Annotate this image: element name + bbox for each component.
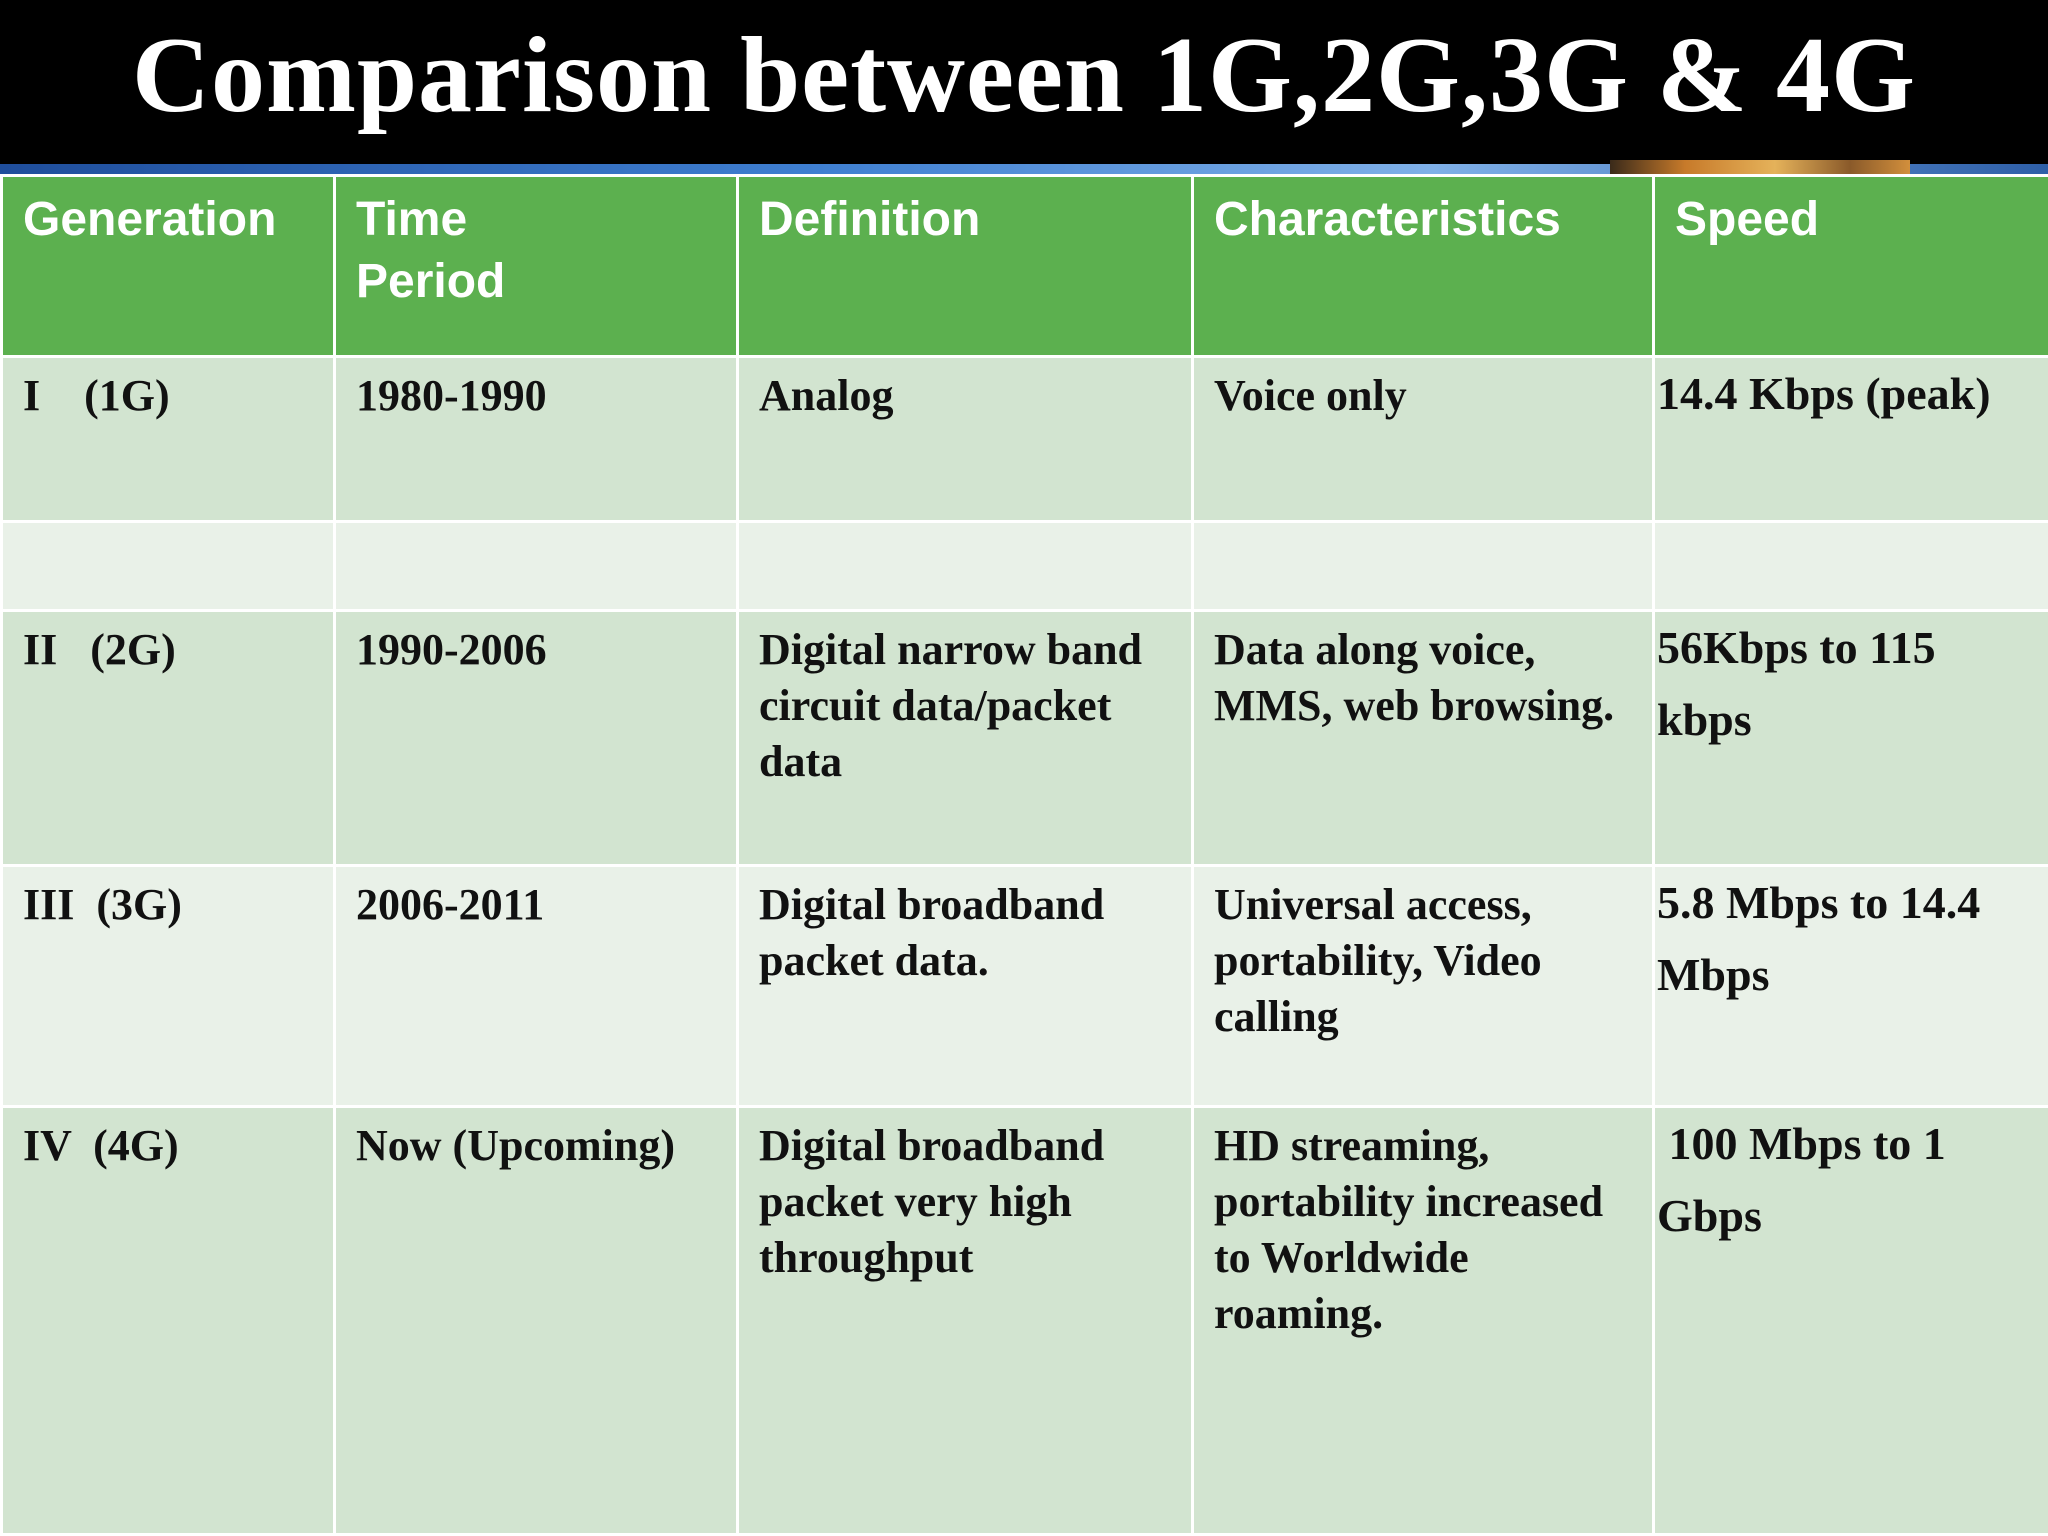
table-row: II (2G) 1990-2006 Digital narrow band ci… <box>3 612 2048 864</box>
cell-characteristics <box>1194 523 1652 609</box>
cell-characteristics: Universal access, portability, Video cal… <box>1194 867 1652 1105</box>
cell-time-period: 1990-2006 <box>336 612 736 864</box>
cell-generation: IV (4G) <box>3 1108 333 1533</box>
header-generation: Generation <box>3 177 333 355</box>
comparison-table: Generation Time Period Definition Charac… <box>0 174 2048 1536</box>
table-row: I (1G) 1980-1990 Analog Voice only 14.4 … <box>3 358 2048 520</box>
cell-time-period: 2006-2011 <box>336 867 736 1105</box>
cell-characteristics: Voice only <box>1194 358 1652 520</box>
cell-characteristics: HD streaming, portability increased to W… <box>1194 1108 1652 1533</box>
accent-strip <box>0 164 2048 174</box>
cell-definition: Analog <box>739 358 1191 520</box>
cell-time-period <box>336 523 736 609</box>
cell-definition: Digital broadband packet very high throu… <box>739 1108 1191 1533</box>
table-row: III (3G) 2006-2011 Digital broadband pac… <box>3 867 2048 1105</box>
table-header-row: Generation Time Period Definition Charac… <box>3 177 2048 355</box>
cell-generation <box>3 523 333 609</box>
table-row: IV (4G) Now (Upcoming) Digital broadband… <box>3 1108 2048 1533</box>
header-time-period: Time Period <box>336 177 736 355</box>
table-row <box>3 523 2048 609</box>
title-bar: Comparison between 1G,2G,3G & 4G <box>0 0 2048 164</box>
slide-title: Comparison between 1G,2G,3G & 4G <box>132 16 1916 135</box>
cell-time-period: Now (Upcoming) <box>336 1108 736 1533</box>
cell-definition: Digital broadband packet data. <box>739 867 1191 1105</box>
cell-speed: 100 Mbps to 1 Gbps <box>1655 1108 2048 1533</box>
header-speed: Speed <box>1655 177 2048 355</box>
cell-speed: 5.8 Mbps to 14.4 Mbps <box>1655 867 2048 1105</box>
cell-speed: 56Kbps to 115 kbps <box>1655 612 2048 864</box>
cell-characteristics: Data along voice, MMS, web browsing. <box>1194 612 1652 864</box>
cell-time-period: 1980-1990 <box>336 358 736 520</box>
cell-speed: 14.4 Kbps (peak) <box>1655 358 2048 520</box>
cell-definition: Digital narrow band circuit data/packet … <box>739 612 1191 864</box>
header-characteristics: Characteristics <box>1194 177 1652 355</box>
comparison-table-container: Generation Time Period Definition Charac… <box>0 174 2048 1536</box>
cell-speed <box>1655 523 2048 609</box>
cell-generation: III (3G) <box>3 867 333 1105</box>
header-definition: Definition <box>739 177 1191 355</box>
cell-definition <box>739 523 1191 609</box>
cell-generation: II (2G) <box>3 612 333 864</box>
decorative-image-strip <box>1610 160 1910 174</box>
cell-generation: I (1G) <box>3 358 333 520</box>
